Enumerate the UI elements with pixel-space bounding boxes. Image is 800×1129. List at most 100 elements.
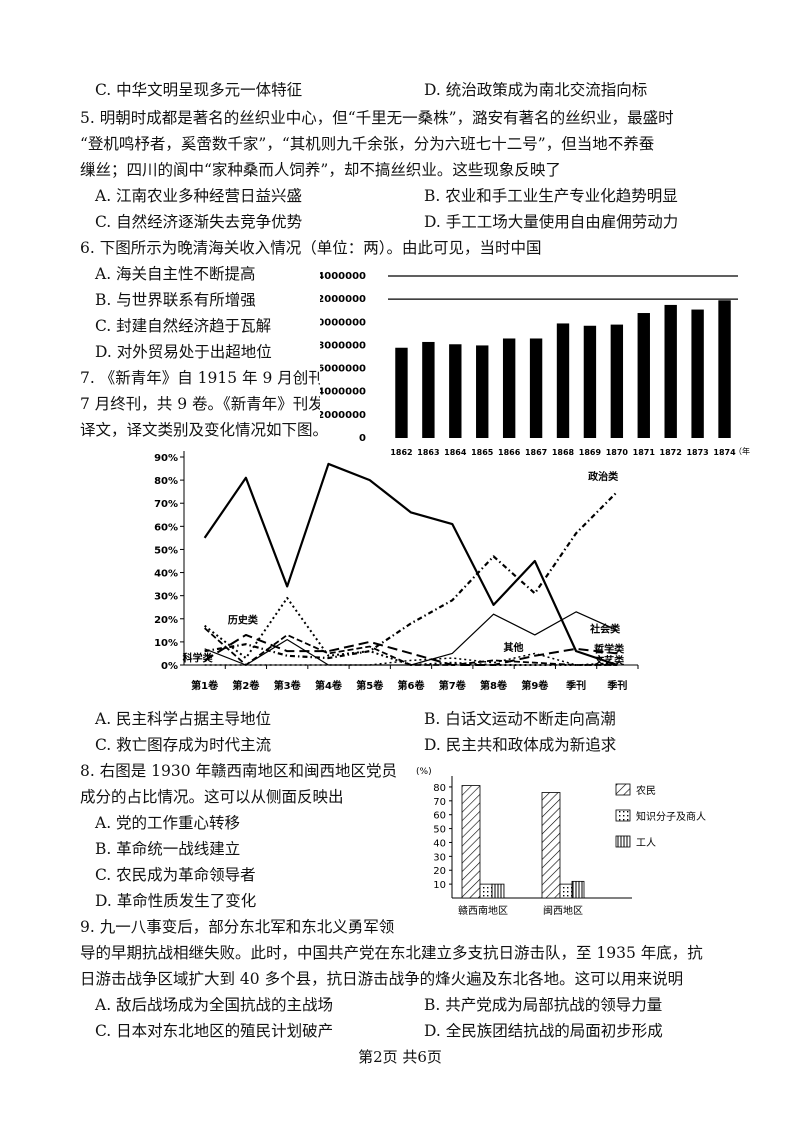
y-tick-label: 10% xyxy=(154,638,178,649)
q9-option-b: B. 共产党成为局部抗战的领导力量 xyxy=(424,996,663,1014)
y-tick-label: 80% xyxy=(154,476,178,487)
q7-option-a: A. 民主科学占据主导地位 xyxy=(95,710,272,728)
q5-stem-line2: “登机鸣杼者，奚啻数千家”，“其机则九千余张，分为六班七十二号”，但当地不养蚕 xyxy=(80,135,655,153)
x-tick-label: 第9卷 xyxy=(521,679,549,692)
party-member-chart: (%) 10 20 30 40 50 60 70 80 赣西南地区 闽西地区 农民 知识分子及商人 工人 xyxy=(410,762,740,922)
series-line xyxy=(204,627,618,666)
x-tick-label: 1871 xyxy=(633,448,656,457)
q8-option-b: B. 革命统一战线建立 xyxy=(95,840,241,858)
q5-stem-line3: 缫丝；四川的阆中“家种桑而人饲养”，却不搞丝织业。这些现象反映了 xyxy=(80,161,561,179)
q7-stem-line1: 7. 《新青年》自 1915 年 9 月创刊至 xyxy=(80,369,340,387)
q7-option-c: C. 救亡图存成为时代主流 xyxy=(95,736,272,754)
x-tick-label: 第2卷 xyxy=(232,679,260,692)
q6-option-d: D. 对外贸易处于出超地位 xyxy=(95,343,272,361)
x-tick-label: 1872 xyxy=(660,448,682,457)
y-tick-label: 6000000 xyxy=(320,364,366,375)
q8-option-c: C. 农民成为革命领导者 xyxy=(95,866,256,884)
y-tick-label: 8000000 xyxy=(320,340,366,351)
series-label: 其他 xyxy=(504,641,524,654)
bar xyxy=(502,338,516,438)
bar xyxy=(395,347,408,438)
bar xyxy=(691,309,704,438)
bar xyxy=(449,344,462,438)
y-tick-label: 4000000 xyxy=(320,387,366,398)
customs-revenue-chart-svg: 0 2000000 4000000 6000000 8000000 10000000 120… xyxy=(310,271,766,457)
x-tick-label: 季刊 xyxy=(565,679,586,692)
q5-option-b: B. 农业和手工业生产专业化趋势明显 xyxy=(424,187,678,205)
x-tick-label: 第7卷 xyxy=(439,679,467,692)
x-tick-label: 闽西地区 xyxy=(543,904,583,917)
series-line xyxy=(203,462,618,667)
page-footer: 第2页 共6页 xyxy=(358,1048,442,1066)
q7-stem-line2: 7 月终刊，共 9 卷。《新青年》刊发 xyxy=(80,395,324,413)
x-tick-label: 1862 xyxy=(390,448,412,457)
q7-stem-line3: 译文，译文类别及变化情况如下图。 xyxy=(80,421,329,439)
x-tick-label: 1867 xyxy=(525,448,547,457)
bar xyxy=(664,304,677,438)
bar xyxy=(491,883,505,899)
x-tick-label: 1868 xyxy=(552,448,575,457)
y-tick-label: 14000000 xyxy=(320,271,366,282)
bar xyxy=(479,883,493,899)
bar xyxy=(556,323,570,438)
bar xyxy=(422,341,435,438)
series-label: 文艺类 xyxy=(594,654,624,667)
bar xyxy=(571,880,585,899)
bar xyxy=(476,345,489,438)
series-line xyxy=(204,611,618,666)
q8-option-d: D. 革命性质发生了变化 xyxy=(95,892,257,910)
q6-option-c: C. 封建自然经济趋于瓦解 xyxy=(95,317,272,335)
q9-stem-line3: 日游击战争区域扩大到 40 多个县，抗日游击战争的烽火遍及东北各地。这可以用来说… xyxy=(80,970,684,988)
y-tick-label: 60% xyxy=(154,522,178,533)
y-tick-label: 0 xyxy=(359,433,366,444)
q6-option-b: B. 与世界联系有所增强 xyxy=(95,291,256,309)
legend-swatch xyxy=(615,783,631,796)
y-tick-label: 30 xyxy=(433,852,446,863)
legend-swatch xyxy=(615,809,631,822)
series-label: 政治类 xyxy=(588,470,618,483)
series-line xyxy=(204,633,618,666)
y-tick-label: 40 xyxy=(433,838,446,849)
y-tick-label: 60 xyxy=(433,811,446,822)
q8-stem-line1: 8. 右图是 1930 年赣西南地区和闽西地区党员 xyxy=(80,762,398,780)
x-tick-label: 1873 xyxy=(686,448,708,457)
y-tick-label: 90% xyxy=(154,453,178,464)
x-tick-label: 第1卷 xyxy=(191,679,219,692)
q9-option-d: D. 全民族团结抗战的局面初步形成 xyxy=(424,1022,663,1040)
series-line xyxy=(204,652,618,666)
q9-stem-line2: 导的早期抗战相继失败。此时，中国共产党在东北建立多支抗日游击队，至 1935 年… xyxy=(80,944,703,962)
bar xyxy=(637,313,650,438)
series-label: 历史类 xyxy=(228,613,258,626)
q8-option-a: A. 党的工作重心转移 xyxy=(95,814,241,832)
q9-option-c: C. 日本对东北地区的殖民计划破产 xyxy=(95,1022,334,1040)
x-tick-label: 1863 xyxy=(417,448,439,457)
translation-category-chart: 0% 10% 20% 30% 40% 50% 60% 70% 80% 90% 第1卷 第2卷 第3卷 第4… xyxy=(138,440,658,700)
bar xyxy=(461,785,481,899)
bar xyxy=(559,883,573,899)
x-tick-label: 1864 xyxy=(444,448,467,457)
x-tick-label: 1870 xyxy=(606,448,629,457)
series-line xyxy=(204,490,619,660)
series-label: 科学类 xyxy=(183,652,213,665)
y-tick-label: 20 xyxy=(433,866,446,877)
y-tick-label: 40% xyxy=(154,569,178,580)
q9-option-a: A. 敌后战场成为全国抗战的主战场 xyxy=(95,996,334,1014)
q4-option-d: D. 统治政策成为南北交流指向标 xyxy=(424,81,648,99)
bar xyxy=(610,324,624,438)
x-unit-label: （年份） xyxy=(734,446,750,456)
q4-option-c: C. 中华文明呈现多元一体特征 xyxy=(95,81,303,99)
x-tick-label: 赣西南地区 xyxy=(458,904,508,917)
bar xyxy=(718,300,731,438)
legend-label: 工人 xyxy=(636,837,656,849)
y-tick-label: 20% xyxy=(154,615,178,626)
x-tick-label: 季刊 xyxy=(606,679,627,692)
q6-option-a: A. 海关自主性不断提高 xyxy=(95,265,256,283)
x-tick-label: 第3卷 xyxy=(274,679,302,692)
q5-option-c: C. 自然经济逐渐失去竞争优势 xyxy=(95,213,303,231)
y-tick-label: 30% xyxy=(154,592,178,603)
y-tick-label: 10000000 xyxy=(320,317,366,328)
y-tick-label: 0% xyxy=(161,661,178,672)
legend-swatch xyxy=(615,835,631,848)
y-tick-label: 12000000 xyxy=(320,294,366,305)
